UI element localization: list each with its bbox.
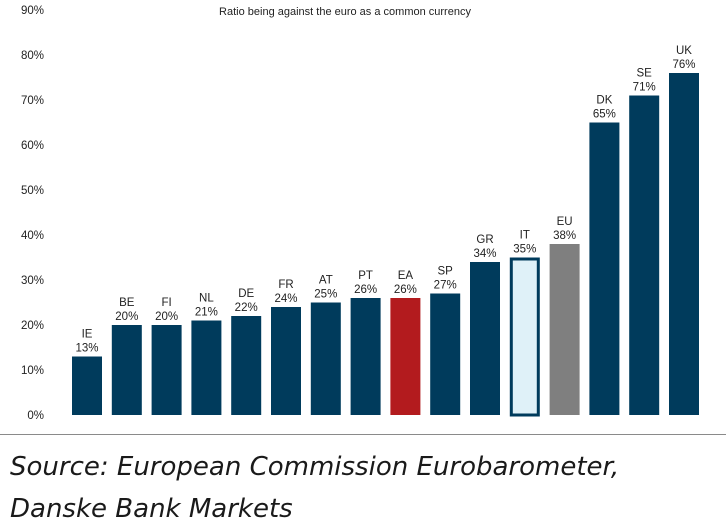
- bars-group: IE 13% BE 20% FI 20% NL 21% DE 22% FR 24% AT 25% PT 26%…: [72, 45, 699, 417]
- y-tick-label: 30%: [21, 275, 44, 287]
- category-label-gr: GR: [476, 234, 493, 246]
- chart-title: Ratio being against the euro as a common…: [219, 6, 471, 18]
- category-label-fr: FR: [278, 279, 293, 291]
- y-tick-label: 90%: [21, 5, 44, 17]
- bar-ie: [72, 356, 102, 415]
- bar-it: [509, 257, 540, 417]
- value-label-at: 25%: [314, 289, 337, 301]
- value-label-nl: 21%: [195, 307, 218, 319]
- value-label-fi: 20%: [155, 311, 178, 323]
- category-label-fi: FI: [161, 297, 171, 309]
- bar-se: [629, 95, 660, 415]
- y-tick-label: 50%: [21, 185, 44, 197]
- divider: [0, 434, 726, 435]
- bar-uk: [669, 73, 699, 415]
- bar-fi: [151, 325, 182, 415]
- bar-dk: [589, 122, 620, 415]
- value-label-fr: 24%: [274, 293, 297, 305]
- value-label-be: 20%: [115, 311, 138, 323]
- y-tick-label: 70%: [21, 95, 44, 107]
- chart-area: Ratio being against the euro as a common…: [21, 5, 699, 422]
- value-label-it: 35%: [513, 244, 536, 256]
- category-label-eu: EU: [557, 216, 573, 228]
- bar-be: [111, 325, 142, 415]
- category-label-at: AT: [319, 275, 333, 287]
- bar-ea: [390, 298, 421, 415]
- y-axis: 0% 10% 20% 30% 40% 50% 60% 70% 80% 90%: [21, 5, 44, 422]
- value-label-ea: 26%: [394, 284, 417, 296]
- value-label-eu: 38%: [553, 230, 576, 242]
- category-label-uk: UK: [676, 45, 692, 57]
- bar-eu: [549, 244, 580, 415]
- y-tick-label: 60%: [21, 140, 44, 152]
- category-label-sp: SP: [438, 266, 454, 278]
- y-tick-label: 20%: [21, 320, 44, 332]
- y-tick-label: 80%: [21, 50, 44, 62]
- bar-fr: [271, 307, 301, 415]
- value-label-sp: 27%: [434, 280, 457, 292]
- category-label-se: SE: [637, 68, 653, 80]
- category-label-it: IT: [520, 230, 530, 242]
- bar-nl: [191, 320, 222, 415]
- source-note: Source: European Commission Eurobaromete…: [10, 446, 720, 530]
- category-label-dk: DK: [596, 95, 612, 107]
- bar-chart: Ratio being against the euro as a common…: [21, 5, 699, 422]
- value-label-dk: 65%: [593, 109, 616, 121]
- category-label-nl: NL: [199, 293, 214, 305]
- value-label-pt: 26%: [354, 284, 377, 296]
- source-line-2: Danske Bank Markets: [10, 494, 293, 524]
- bar-at: [310, 302, 341, 415]
- bar-gr: [470, 262, 500, 415]
- category-label-de: DE: [238, 288, 254, 300]
- bar-pt: [350, 298, 381, 415]
- source-line-1: Source: European Commission Eurobaromete…: [10, 452, 620, 482]
- y-tick-label: 40%: [21, 230, 44, 242]
- category-label-ie: IE: [82, 329, 93, 341]
- category-label-ea: EA: [398, 270, 414, 282]
- category-label-be: BE: [119, 297, 135, 309]
- bar-de: [231, 316, 262, 415]
- bar-sp: [430, 293, 461, 415]
- category-label-pt: PT: [358, 270, 373, 282]
- value-label-uk: 76%: [672, 59, 695, 71]
- value-label-se: 71%: [633, 82, 656, 94]
- value-label-de: 22%: [235, 302, 258, 314]
- value-label-ie: 13%: [75, 343, 98, 355]
- y-tick-label: 10%: [21, 365, 44, 377]
- y-tick-label: 0%: [27, 410, 44, 422]
- value-label-gr: 34%: [473, 248, 496, 260]
